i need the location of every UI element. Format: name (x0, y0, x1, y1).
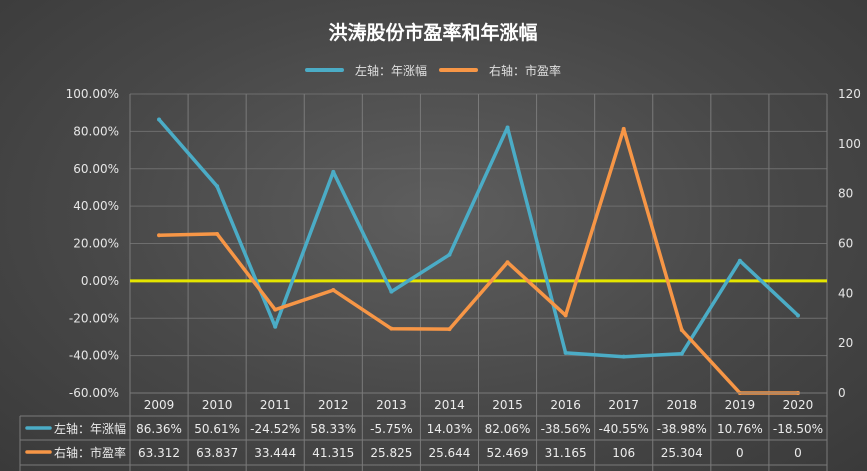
pe-data-label: 52.469 (487, 446, 529, 460)
x-tick-label: 2015 (492, 398, 523, 412)
pe-point (563, 313, 568, 318)
x-tick-label: 2020 (783, 398, 814, 412)
left-tick-label: -40.00% (69, 349, 119, 363)
growth-data-label: -24.52% (250, 422, 300, 436)
data-table: 2009 2010 2011 2012 2013 2014 2015 2016 2017 2018… (19, 392, 827, 471)
growth-data-label: 14.03% (427, 422, 473, 436)
growth-data-label: -5.75% (370, 422, 412, 436)
growth-data-label: -38.56% (541, 422, 591, 436)
growth-point (215, 184, 220, 189)
x-tick-label: 2010 (202, 398, 233, 412)
pe-data-label: 25.644 (428, 446, 470, 460)
x-tick-label: 2011 (260, 398, 291, 412)
pe-data-label: 63.312 (138, 446, 180, 460)
pe-point (447, 327, 452, 332)
pe-data-label: 41.315 (312, 446, 354, 460)
left-tick-label: 40.00% (73, 199, 119, 213)
growth-data-label: 58.33% (310, 422, 356, 436)
pe-point (679, 327, 684, 332)
pe-data-label: 25.825 (370, 446, 412, 460)
pe-data-label: 25.304 (661, 446, 703, 460)
legend: 左轴：年涨幅 右轴：市盈率 (305, 63, 561, 78)
right-tick-label: 120 (838, 87, 861, 101)
growth-point (389, 289, 394, 294)
x-tick-label: 2014 (434, 398, 465, 412)
x-tick-label: 2016 (550, 398, 581, 412)
left-tick-label: 60.00% (73, 162, 119, 176)
x-tick-label: 2013 (376, 398, 407, 412)
x-tick-label: 2009 (144, 398, 175, 412)
growth-point (621, 354, 626, 359)
left-tick-label: 0.00% (81, 274, 119, 288)
left-tick-label: 80.00% (73, 124, 119, 138)
growth-data-label: -18.50% (773, 422, 823, 436)
pe-data-label: 33.444 (254, 446, 296, 460)
x-tick-label: 2018 (667, 398, 698, 412)
pe-point (505, 260, 510, 265)
series-lines (157, 117, 800, 395)
pe-data-label: 106 (612, 446, 635, 460)
growth-point (679, 351, 684, 356)
pe-point (331, 288, 336, 293)
growth-point (505, 125, 510, 130)
pe-point (157, 233, 162, 238)
pe-series-line (157, 127, 800, 395)
growth-point (563, 350, 568, 355)
growth-data-label: 50.61% (194, 422, 240, 436)
right-tick-label: 80 (838, 187, 853, 201)
left-axis: 100.00% 80.00% 60.00% 40.00% 20.00% 0.00% -20.… (66, 87, 119, 400)
table-row-label-growth: 左轴：年涨幅 (54, 421, 126, 436)
growth-point (737, 258, 742, 263)
x-tick-label: 2012 (318, 398, 349, 412)
growth-data-label: 82.06% (485, 422, 531, 436)
x-tick-label: 2017 (608, 398, 639, 412)
right-tick-label: 100 (838, 137, 861, 151)
growth-data-label: 10.76% (717, 422, 763, 436)
table-row-label-pe: 右轴：市盈率 (54, 445, 126, 460)
legend-label-pe: 右轴：市盈率 (489, 63, 561, 78)
right-tick-label: 60 (838, 237, 853, 251)
right-tick-label: 0 (838, 386, 846, 400)
left-tick-label: -60.00% (69, 386, 119, 400)
gridlines (129, 93, 828, 471)
growth-point (795, 313, 800, 318)
growth-point (273, 324, 278, 329)
pe-point (621, 126, 626, 131)
growth-point (331, 169, 336, 174)
growth-point (447, 252, 452, 257)
growth-data-label: -38.98% (657, 422, 707, 436)
left-tick-label: 100.00% (66, 87, 119, 101)
left-tick-label: 20.00% (73, 237, 119, 251)
growth-data-label: -40.55% (599, 422, 649, 436)
right-axis: 120 100 80 60 40 20 0 (838, 87, 861, 400)
pe-point (215, 231, 220, 236)
left-tick-label: -20.00% (69, 311, 119, 325)
pe-point (389, 326, 394, 331)
growth-point (157, 117, 162, 122)
legend-label-growth: 左轴：年涨幅 (355, 63, 427, 78)
growth-data-label: 86.36% (136, 422, 182, 436)
pe-data-label: 0 (736, 446, 744, 460)
right-tick-label: 20 (838, 336, 853, 350)
pe-data-label: 31.165 (545, 446, 587, 460)
pe-data-label: 0 (794, 446, 802, 460)
right-tick-label: 40 (838, 286, 853, 300)
pe-data-label: 63.837 (196, 446, 238, 460)
x-tick-label: 2019 (725, 398, 756, 412)
pe-point (273, 307, 278, 312)
chart-title: 洪涛股份市盈率和年涨幅 (328, 21, 537, 44)
